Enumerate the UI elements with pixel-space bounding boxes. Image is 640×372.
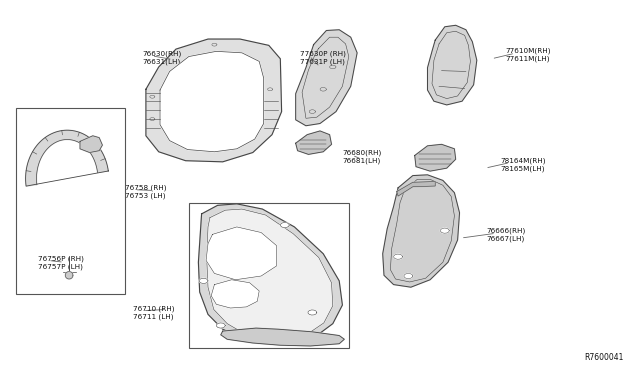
Text: 77610M(RH)
77611M(LH): 77610M(RH) 77611M(LH) <box>506 48 551 62</box>
Text: R7600041: R7600041 <box>584 353 624 362</box>
Polygon shape <box>280 222 289 228</box>
Text: 78164M(RH)
78165M(LH): 78164M(RH) 78165M(LH) <box>500 157 546 171</box>
Polygon shape <box>394 254 403 259</box>
Polygon shape <box>383 175 460 287</box>
Bar <box>16 108 125 294</box>
Text: 76758 (RH)
76753 (LH): 76758 (RH) 76753 (LH) <box>125 185 166 199</box>
Text: 76666(RH)
76667(LH): 76666(RH) 76667(LH) <box>486 228 525 242</box>
Polygon shape <box>221 328 344 346</box>
Text: 77630P (RH)
77631P (LH): 77630P (RH) 77631P (LH) <box>300 51 346 65</box>
Text: 76680(RH)
76681(LH): 76680(RH) 76681(LH) <box>342 150 381 164</box>
Bar <box>189 203 349 348</box>
Polygon shape <box>26 130 108 186</box>
Polygon shape <box>146 39 282 162</box>
Polygon shape <box>397 182 435 196</box>
Polygon shape <box>440 228 449 233</box>
Text: 76710 (RH)
76711 (LH): 76710 (RH) 76711 (LH) <box>133 305 175 320</box>
Polygon shape <box>199 278 208 283</box>
Polygon shape <box>198 204 342 342</box>
Polygon shape <box>415 144 456 171</box>
Polygon shape <box>206 227 276 280</box>
Text: 76426M(RH)
76427M (LH): 76426M(RH) 76427M (LH) <box>250 317 296 331</box>
Polygon shape <box>296 131 332 154</box>
Text: 76756P (RH)
76757P (LH): 76756P (RH) 76757P (LH) <box>38 255 84 269</box>
Polygon shape <box>296 30 357 126</box>
Polygon shape <box>428 25 477 105</box>
Text: 76630(RH)
76631(LH): 76630(RH) 76631(LH) <box>142 51 181 65</box>
Polygon shape <box>308 310 317 315</box>
Polygon shape <box>216 323 225 328</box>
Polygon shape <box>207 209 333 337</box>
Polygon shape <box>80 136 102 153</box>
Polygon shape <box>404 273 413 279</box>
Polygon shape <box>211 280 259 308</box>
Polygon shape <box>65 272 73 279</box>
Polygon shape <box>160 51 264 152</box>
